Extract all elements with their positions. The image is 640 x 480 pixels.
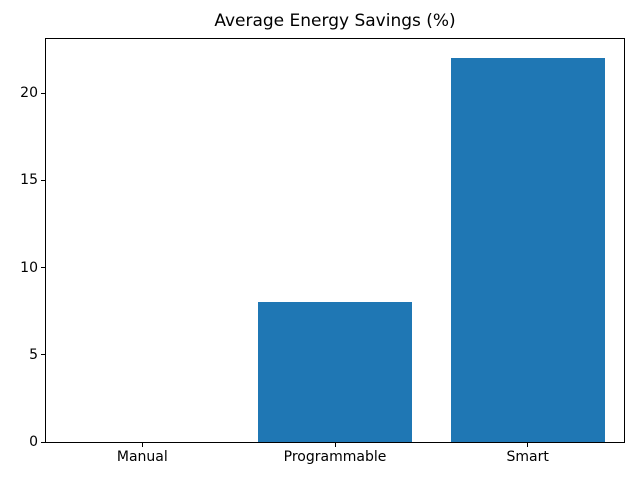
y-tick-label: 5 — [29, 346, 38, 363]
x-tick-mark — [527, 443, 529, 447]
plot-area: 0 5 10 15 20 Manual Programmable Smart — [20, 38, 625, 465]
x-tick-label: Programmable — [283, 449, 387, 465]
chart-title: Average Energy Savings (%) — [214, 11, 456, 31]
x-tick-label: Manual — [116, 449, 168, 465]
x-tick-mark — [141, 443, 143, 447]
y-tick-mark — [41, 441, 45, 443]
y-tick-mark — [41, 267, 45, 269]
x-tick-mark — [334, 443, 336, 447]
y-tick-mark — [41, 179, 45, 181]
y-tick-mark — [41, 354, 45, 356]
bar — [450, 58, 605, 442]
y-tick-label: 0 — [29, 434, 38, 450]
y-tick-label: 15 — [20, 172, 38, 189]
y-tick-label: 10 — [20, 259, 38, 276]
bar — [257, 302, 413, 442]
x-tick-label: Smart — [506, 449, 549, 465]
y-tick-label: 20 — [20, 85, 38, 102]
y-tick-mark — [41, 92, 45, 94]
